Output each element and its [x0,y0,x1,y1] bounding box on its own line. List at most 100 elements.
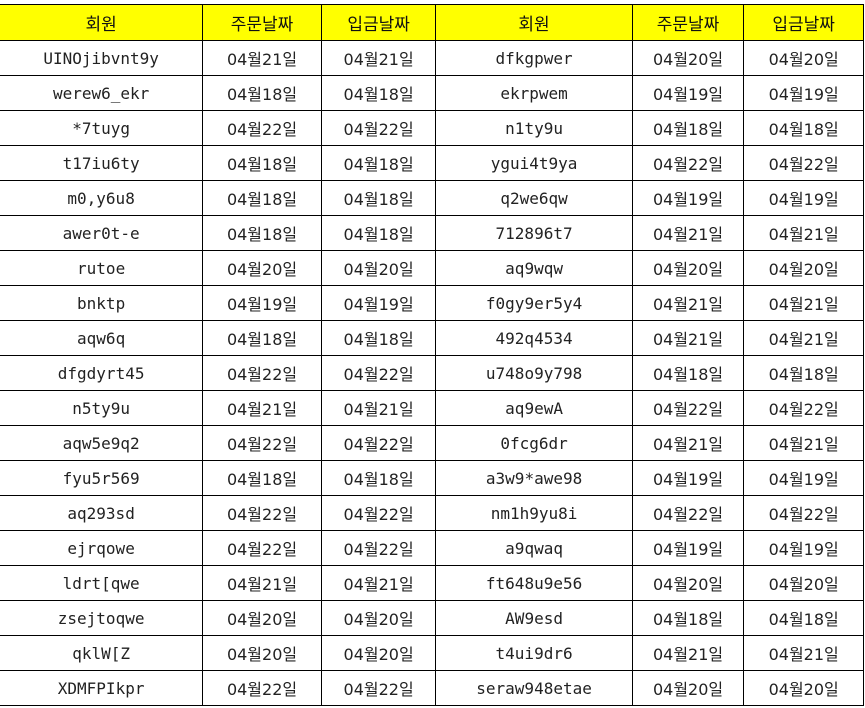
payment-date-cell[interactable]: 04월19일 [743,180,864,216]
order-date-cell[interactable]: 04월21일 [631,215,745,251]
order-date-cell[interactable]: 04월20일 [202,250,322,286]
member-cell[interactable]: XDMFPIkpr [0,670,204,706]
header-order-date-2[interactable]: 주문날짜 [631,4,745,41]
order-date-cell[interactable]: 04월21일 [631,635,745,671]
order-date-cell[interactable]: 04월18일 [631,355,745,391]
payment-date-cell[interactable]: 04월22일 [320,670,437,706]
payment-date-cell[interactable]: 04월20일 [320,250,437,286]
order-date-cell[interactable]: 04월21일 [631,425,745,461]
payment-date-cell[interactable]: 04월21일 [320,40,437,76]
payment-date-cell[interactable]: 04월18일 [320,215,437,251]
order-date-cell[interactable]: 04월20일 [631,670,745,706]
payment-date-cell[interactable]: 04월21일 [320,390,437,426]
payment-date-cell[interactable]: 04월20일 [743,40,864,76]
payment-date-cell[interactable]: 04월18일 [320,460,437,496]
payment-date-cell[interactable]: 04월20일 [320,600,437,636]
payment-date-cell[interactable]: 04월22일 [320,530,437,566]
payment-date-cell[interactable]: 04월18일 [743,355,864,391]
member-cell[interactable]: aqw6q [0,320,204,356]
member-cell[interactable]: u748o9y798 [435,355,633,391]
payment-date-cell[interactable]: 04월19일 [320,285,437,321]
member-cell[interactable]: AW9esd [435,600,633,636]
order-date-cell[interactable]: 04월22일 [202,495,322,531]
member-cell[interactable]: ygui4t9ya [435,145,633,181]
member-cell[interactable]: m0,y6u8 [0,180,204,216]
payment-date-cell[interactable]: 04월18일 [743,110,864,146]
header-order-date[interactable]: 주문날짜 [202,4,322,41]
order-date-cell[interactable]: 04월21일 [631,285,745,321]
order-date-cell[interactable]: 04월22일 [202,670,322,706]
member-cell[interactable]: aq9ewA [435,390,633,426]
member-cell[interactable]: qklW[Z [0,635,204,671]
payment-date-cell[interactable]: 04월21일 [743,285,864,321]
member-cell[interactable]: rutoe [0,250,204,286]
payment-date-cell[interactable]: 04월19일 [743,75,864,111]
order-date-cell[interactable]: 04월21일 [202,40,322,76]
member-cell[interactable]: dfgdyrt45 [0,355,204,391]
payment-date-cell[interactable]: 04월21일 [743,215,864,251]
order-date-cell[interactable]: 04월22일 [202,425,322,461]
order-date-cell[interactable]: 04월19일 [631,75,745,111]
member-cell[interactable]: a9qwaq [435,530,633,566]
order-date-cell[interactable]: 04월22일 [631,390,745,426]
payment-date-cell[interactable]: 04월21일 [320,565,437,601]
order-date-cell[interactable]: 04월18일 [631,110,745,146]
order-date-cell[interactable]: 04월20일 [631,250,745,286]
order-date-cell[interactable]: 04월20일 [631,40,745,76]
order-date-cell[interactable]: 04월22일 [202,110,322,146]
member-cell[interactable]: aq293sd [0,495,204,531]
member-cell[interactable]: n1ty9u [435,110,633,146]
order-date-cell[interactable]: 04월18일 [202,145,322,181]
payment-date-cell[interactable]: 04월22일 [743,390,864,426]
order-date-cell[interactable]: 04월20일 [631,565,745,601]
order-date-cell[interactable]: 04월18일 [202,180,322,216]
member-cell[interactable]: *7tuyg [0,110,204,146]
member-cell[interactable]: 0fcg6dr [435,425,633,461]
order-date-cell[interactable]: 04월18일 [202,75,322,111]
payment-date-cell[interactable]: 04월18일 [320,145,437,181]
member-cell[interactable]: 492q4534 [435,320,633,356]
header-member[interactable]: 회원 [0,4,204,41]
member-cell[interactable]: n5ty9u [0,390,204,426]
payment-date-cell[interactable]: 04월20일 [743,565,864,601]
order-date-cell[interactable]: 04월21일 [202,565,322,601]
order-date-cell[interactable]: 04월20일 [202,635,322,671]
payment-date-cell[interactable]: 04월21일 [743,635,864,671]
member-cell[interactable]: dfkgpwer [435,40,633,76]
member-cell[interactable]: q2we6qw [435,180,633,216]
member-cell[interactable]: UINOjibvnt9y [0,40,204,76]
payment-date-cell[interactable]: 04월22일 [320,355,437,391]
member-cell[interactable]: nm1h9yu8i [435,495,633,531]
member-cell[interactable]: ejrqowe [0,530,204,566]
payment-date-cell[interactable]: 04월22일 [320,495,437,531]
order-date-cell[interactable]: 04월19일 [202,285,322,321]
payment-date-cell[interactable]: 04월18일 [320,180,437,216]
header-payment-date[interactable]: 입금날짜 [320,4,437,41]
order-date-cell[interactable]: 04월22일 [631,145,745,181]
header-member-2[interactable]: 회원 [435,4,633,41]
payment-date-cell[interactable]: 04월22일 [320,425,437,461]
order-date-cell[interactable]: 04월19일 [631,180,745,216]
member-cell[interactable]: t17iu6ty [0,145,204,181]
payment-date-cell[interactable]: 04월21일 [743,320,864,356]
order-date-cell[interactable]: 04월18일 [631,600,745,636]
payment-date-cell[interactable]: 04월20일 [743,670,864,706]
payment-date-cell[interactable]: 04월19일 [743,530,864,566]
order-date-cell[interactable]: 04월18일 [202,460,322,496]
payment-date-cell[interactable]: 04월18일 [320,75,437,111]
member-cell[interactable]: 712896t7 [435,215,633,251]
order-date-cell[interactable]: 04월22일 [631,495,745,531]
order-date-cell[interactable]: 04월21일 [631,320,745,356]
order-date-cell[interactable]: 04월22일 [202,530,322,566]
member-cell[interactable]: seraw948etae [435,670,633,706]
payment-date-cell[interactable]: 04월20일 [320,635,437,671]
payment-date-cell[interactable]: 04월21일 [743,425,864,461]
payment-date-cell[interactable]: 04월22일 [743,145,864,181]
member-cell[interactable]: a3w9*awe98 [435,460,633,496]
order-date-cell[interactable]: 04월22일 [202,355,322,391]
order-date-cell[interactable]: 04월21일 [202,390,322,426]
member-cell[interactable]: t4ui9dr6 [435,635,633,671]
order-date-cell[interactable]: 04월19일 [631,530,745,566]
member-cell[interactable]: bnktp [0,285,204,321]
order-date-cell[interactable]: 04월20일 [202,600,322,636]
